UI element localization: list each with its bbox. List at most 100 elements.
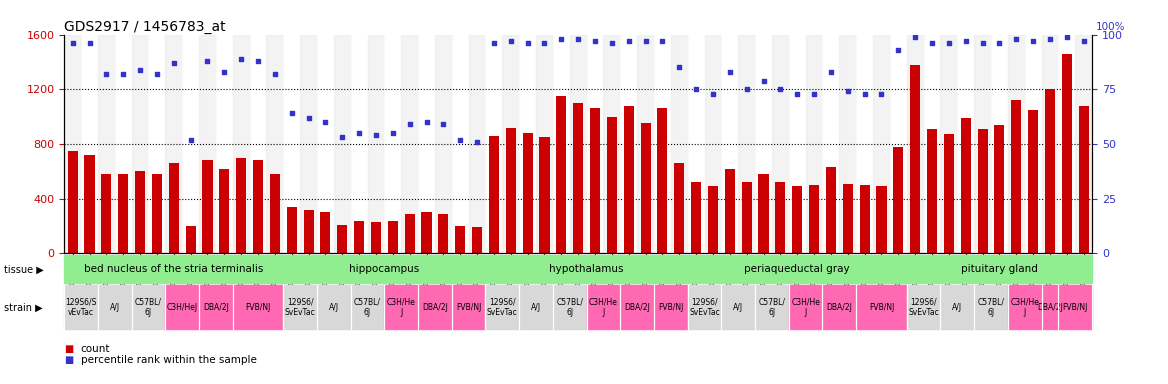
Bar: [536, 35, 552, 253]
Point: [467, 139, 486, 145]
Bar: [708, 186, 718, 253]
Bar: [434, 35, 452, 253]
Bar: [220, 169, 229, 253]
Point: [81, 40, 99, 46]
Point: [535, 40, 554, 46]
Point: [821, 69, 840, 75]
Bar: [806, 35, 822, 253]
Text: strain ▶: strain ▶: [4, 302, 42, 313]
Point: [839, 88, 857, 94]
Text: percentile rank within the sample: percentile rank within the sample: [81, 355, 257, 365]
Point: [349, 130, 368, 136]
Point: [737, 86, 756, 93]
Bar: [860, 185, 870, 253]
Bar: [620, 35, 637, 253]
Bar: [354, 220, 364, 253]
Bar: [540, 137, 549, 253]
Point: [265, 71, 284, 77]
Text: C57BL/
6J: C57BL/ 6J: [354, 298, 381, 317]
Bar: [81, 35, 98, 253]
Bar: [840, 35, 856, 253]
Bar: [842, 184, 853, 253]
Bar: [199, 35, 216, 253]
Bar: [607, 117, 617, 253]
Point: [451, 137, 470, 143]
Bar: [350, 35, 368, 253]
Bar: [468, 35, 486, 253]
Text: hypothalamus: hypothalamus: [549, 264, 624, 275]
Bar: [738, 35, 755, 253]
Bar: [236, 158, 246, 253]
Point: [434, 121, 453, 127]
Point: [333, 134, 352, 141]
Bar: [300, 35, 317, 253]
Text: A/J: A/J: [531, 303, 541, 312]
Point: [367, 132, 385, 138]
Bar: [776, 182, 785, 253]
Bar: [284, 35, 300, 253]
Point: [485, 40, 503, 46]
Bar: [132, 35, 148, 253]
Bar: [688, 35, 704, 253]
Text: A/J: A/J: [952, 303, 962, 312]
Bar: [64, 35, 81, 253]
Point: [1041, 36, 1059, 42]
Point: [788, 91, 807, 97]
Text: hippocampus: hippocampus: [349, 264, 419, 275]
Bar: [368, 35, 384, 253]
Point: [113, 71, 132, 77]
Bar: [182, 35, 199, 253]
Bar: [102, 174, 111, 253]
Point: [906, 34, 925, 40]
Text: C57BL/
6J: C57BL/ 6J: [978, 298, 1004, 317]
Point: [619, 38, 638, 44]
Bar: [98, 35, 114, 253]
Text: 100%: 100%: [1097, 22, 1126, 32]
Bar: [958, 35, 974, 253]
Text: GDS2917 / 1456783_at: GDS2917 / 1456783_at: [64, 20, 225, 33]
Text: C57BL/
6J: C57BL/ 6J: [556, 298, 583, 317]
Text: A/J: A/J: [328, 303, 339, 312]
Bar: [266, 35, 284, 253]
Bar: [1008, 35, 1024, 253]
Bar: [438, 214, 449, 253]
Point: [1057, 34, 1076, 40]
Point: [585, 38, 604, 44]
Text: A/J: A/J: [734, 303, 743, 312]
Text: DBA/2J: DBA/2J: [827, 303, 853, 312]
Text: tissue ▶: tissue ▶: [4, 264, 43, 275]
Bar: [452, 35, 468, 253]
Bar: [674, 163, 684, 253]
Point: [855, 91, 874, 97]
Text: C57BL/
6J: C57BL/ 6J: [135, 298, 162, 317]
Text: DBA/2J: DBA/2J: [1037, 303, 1063, 312]
Bar: [152, 174, 162, 253]
Bar: [404, 214, 415, 253]
Text: FVB/NJ: FVB/NJ: [245, 303, 271, 312]
Bar: [604, 35, 620, 253]
Bar: [990, 35, 1008, 253]
Point: [973, 40, 992, 46]
Bar: [422, 212, 431, 253]
Bar: [270, 174, 280, 253]
Point: [383, 130, 402, 136]
Point: [97, 71, 116, 77]
Text: C3H/He
J: C3H/He J: [1010, 298, 1040, 317]
Text: pituitary gland: pituitary gland: [961, 264, 1038, 275]
Bar: [927, 129, 937, 253]
Point: [147, 71, 166, 77]
Point: [670, 65, 689, 71]
Text: 129S6/
SvEvTac: 129S6/ SvEvTac: [689, 298, 719, 317]
Point: [1024, 38, 1043, 44]
Bar: [725, 169, 735, 253]
Bar: [872, 35, 890, 253]
Bar: [788, 35, 806, 253]
Bar: [755, 35, 772, 253]
Text: FVB/NJ: FVB/NJ: [1063, 303, 1087, 312]
Bar: [1058, 35, 1076, 253]
Bar: [910, 65, 920, 253]
Bar: [388, 220, 398, 253]
Text: 129S6/
SvEvTac: 129S6/ SvEvTac: [909, 298, 939, 317]
Bar: [522, 133, 533, 253]
Text: count: count: [81, 344, 110, 354]
